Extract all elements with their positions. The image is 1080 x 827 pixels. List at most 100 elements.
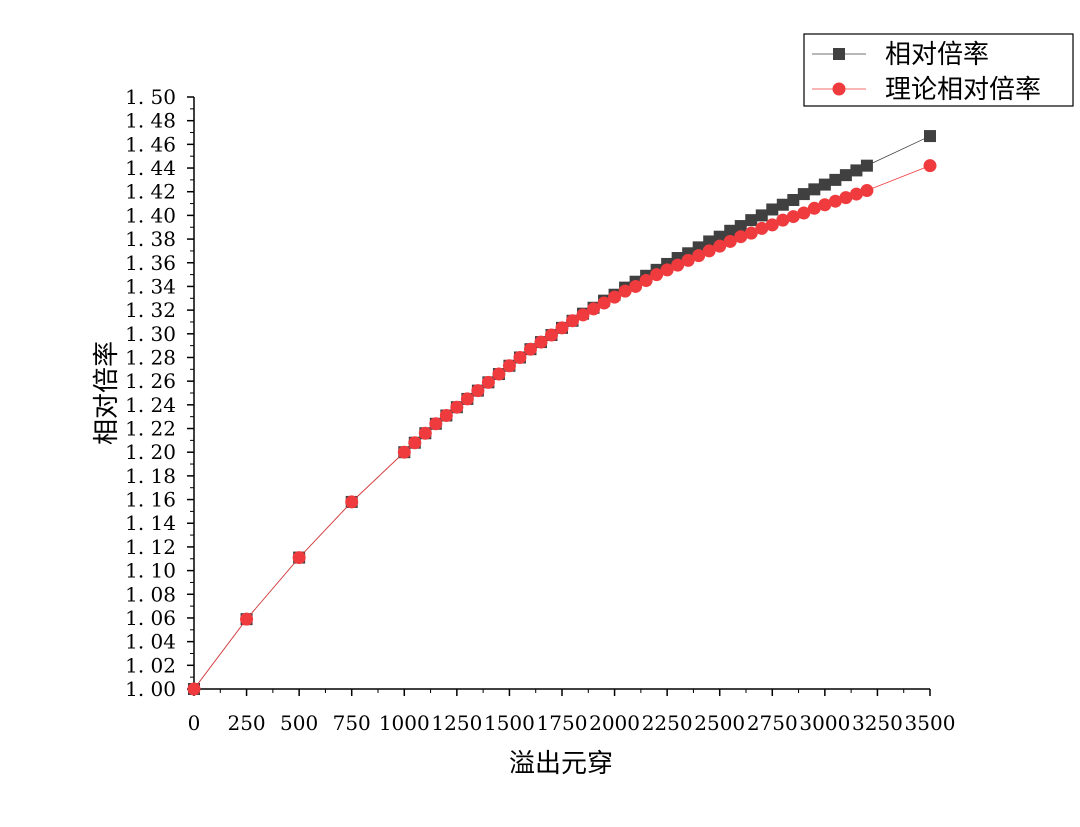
data-point-circle <box>523 342 537 356</box>
y-tick-label: 1. 48 <box>125 109 176 133</box>
data-point-square <box>755 209 768 222</box>
data-point-square <box>713 230 726 243</box>
data-point-square <box>850 164 863 177</box>
legend-label: 理论相对倍率 <box>885 75 1041 105</box>
data-point-circle <box>849 187 863 201</box>
plot-area: 1. 001. 021. 041. 061. 081. 101. 121. 14… <box>125 85 955 735</box>
data-point-circle <box>429 417 443 431</box>
y-tick-label: 1. 12 <box>125 535 176 559</box>
data-point-circle <box>671 258 685 272</box>
data-point-circle <box>776 213 790 227</box>
y-tick-label: 1. 28 <box>125 345 176 369</box>
y-tick-label: 1. 08 <box>125 582 176 606</box>
data-point-circle <box>723 234 737 248</box>
data-point-circle <box>629 279 643 293</box>
data-point-circle <box>818 198 832 212</box>
y-tick-label: 1. 00 <box>125 677 176 701</box>
x-tick-label: 1750 <box>537 711 588 735</box>
y-tick-label: 1. 46 <box>125 132 176 156</box>
data-point-square <box>703 235 716 248</box>
y-tick-label: 1. 26 <box>125 369 176 393</box>
x-tick-label: 2000 <box>589 711 640 735</box>
data-point-circle <box>650 268 664 282</box>
y-tick-label: 1. 44 <box>125 156 176 180</box>
data-point-square <box>745 214 758 227</box>
data-point-circle <box>418 426 432 440</box>
legend-label: 相对倍率 <box>885 40 989 70</box>
data-point-circle <box>807 201 821 215</box>
data-point-square <box>734 220 747 233</box>
data-point-circle <box>860 184 874 198</box>
data-point-circle <box>639 274 653 288</box>
data-point-circle <box>450 400 464 414</box>
x-tick-label: 2250 <box>642 711 693 735</box>
x-tick-label: 750 <box>333 711 371 735</box>
legend-marker-circle <box>832 82 846 96</box>
data-point-circle <box>534 335 548 349</box>
y-tick-label: 1. 50 <box>125 85 176 109</box>
data-point-circle <box>797 206 811 220</box>
data-point-circle <box>681 253 695 267</box>
data-point-square <box>776 198 789 211</box>
data-point-square <box>787 194 800 207</box>
y-tick-label: 1. 24 <box>125 393 176 417</box>
y-tick-label: 1. 40 <box>125 203 176 227</box>
data-point-circle <box>481 375 495 389</box>
y-tick-label: 1. 42 <box>125 180 176 204</box>
y-tick-label: 1. 10 <box>125 559 176 583</box>
data-point-circle <box>513 350 527 364</box>
series-2 <box>187 159 937 696</box>
x-tick-label: 2750 <box>747 711 798 735</box>
data-point-circle <box>439 408 453 422</box>
y-tick-label: 1. 16 <box>125 488 176 512</box>
y-axis-title: 相对倍率 <box>92 341 122 445</box>
x-tick-label: 250 <box>227 711 265 735</box>
y-tick-label: 1. 30 <box>125 322 176 346</box>
data-point-square <box>829 173 842 186</box>
data-point-circle <box>555 321 569 335</box>
data-point-circle <box>597 296 611 310</box>
y-tick-label: 1. 32 <box>125 298 176 322</box>
data-point-circle <box>702 244 716 258</box>
data-point-square <box>766 203 779 216</box>
y-tick-label: 1. 34 <box>125 274 176 298</box>
data-point-circle <box>618 284 632 298</box>
data-point-square <box>860 159 873 172</box>
data-point-circle <box>608 290 622 304</box>
y-tick-label: 1. 20 <box>125 440 176 464</box>
y-tick-label: 1. 18 <box>125 464 176 488</box>
data-point-circle <box>765 218 779 232</box>
data-point-circle <box>345 495 359 509</box>
y-tick-label: 1. 36 <box>125 251 176 275</box>
data-point-circle <box>692 249 706 263</box>
x-tick-label: 3000 <box>799 711 850 735</box>
data-point-circle <box>786 210 800 224</box>
data-point-circle <box>744 226 758 240</box>
data-point-square <box>808 183 821 196</box>
legend-marker-square <box>833 48 845 60</box>
data-point-circle <box>576 308 590 322</box>
data-point-circle <box>713 239 727 253</box>
y-tick-label: 1. 06 <box>125 606 176 630</box>
x-axis-title: 溢出元穿 <box>509 749 613 779</box>
x-tick-label: 3250 <box>852 711 903 735</box>
data-point-circle <box>471 384 485 398</box>
y-tick-label: 1. 02 <box>125 653 176 677</box>
data-point-square <box>839 169 852 182</box>
data-point-square <box>924 130 936 143</box>
y-tick-label: 1. 38 <box>125 227 176 251</box>
x-tick-label: 0 <box>188 711 201 735</box>
data-point-square <box>818 178 831 191</box>
data-point-circle <box>828 194 842 208</box>
x-tick-label: 1000 <box>379 711 430 735</box>
data-point-circle <box>292 551 306 565</box>
data-point-circle <box>240 612 254 626</box>
y-tick-label: 1. 22 <box>125 417 176 441</box>
y-tick-label: 1. 14 <box>125 511 176 535</box>
y-tick-label: 1. 04 <box>125 630 176 654</box>
legend-box <box>803 33 1074 107</box>
data-point-circle <box>460 392 474 406</box>
data-point-circle <box>839 191 853 205</box>
